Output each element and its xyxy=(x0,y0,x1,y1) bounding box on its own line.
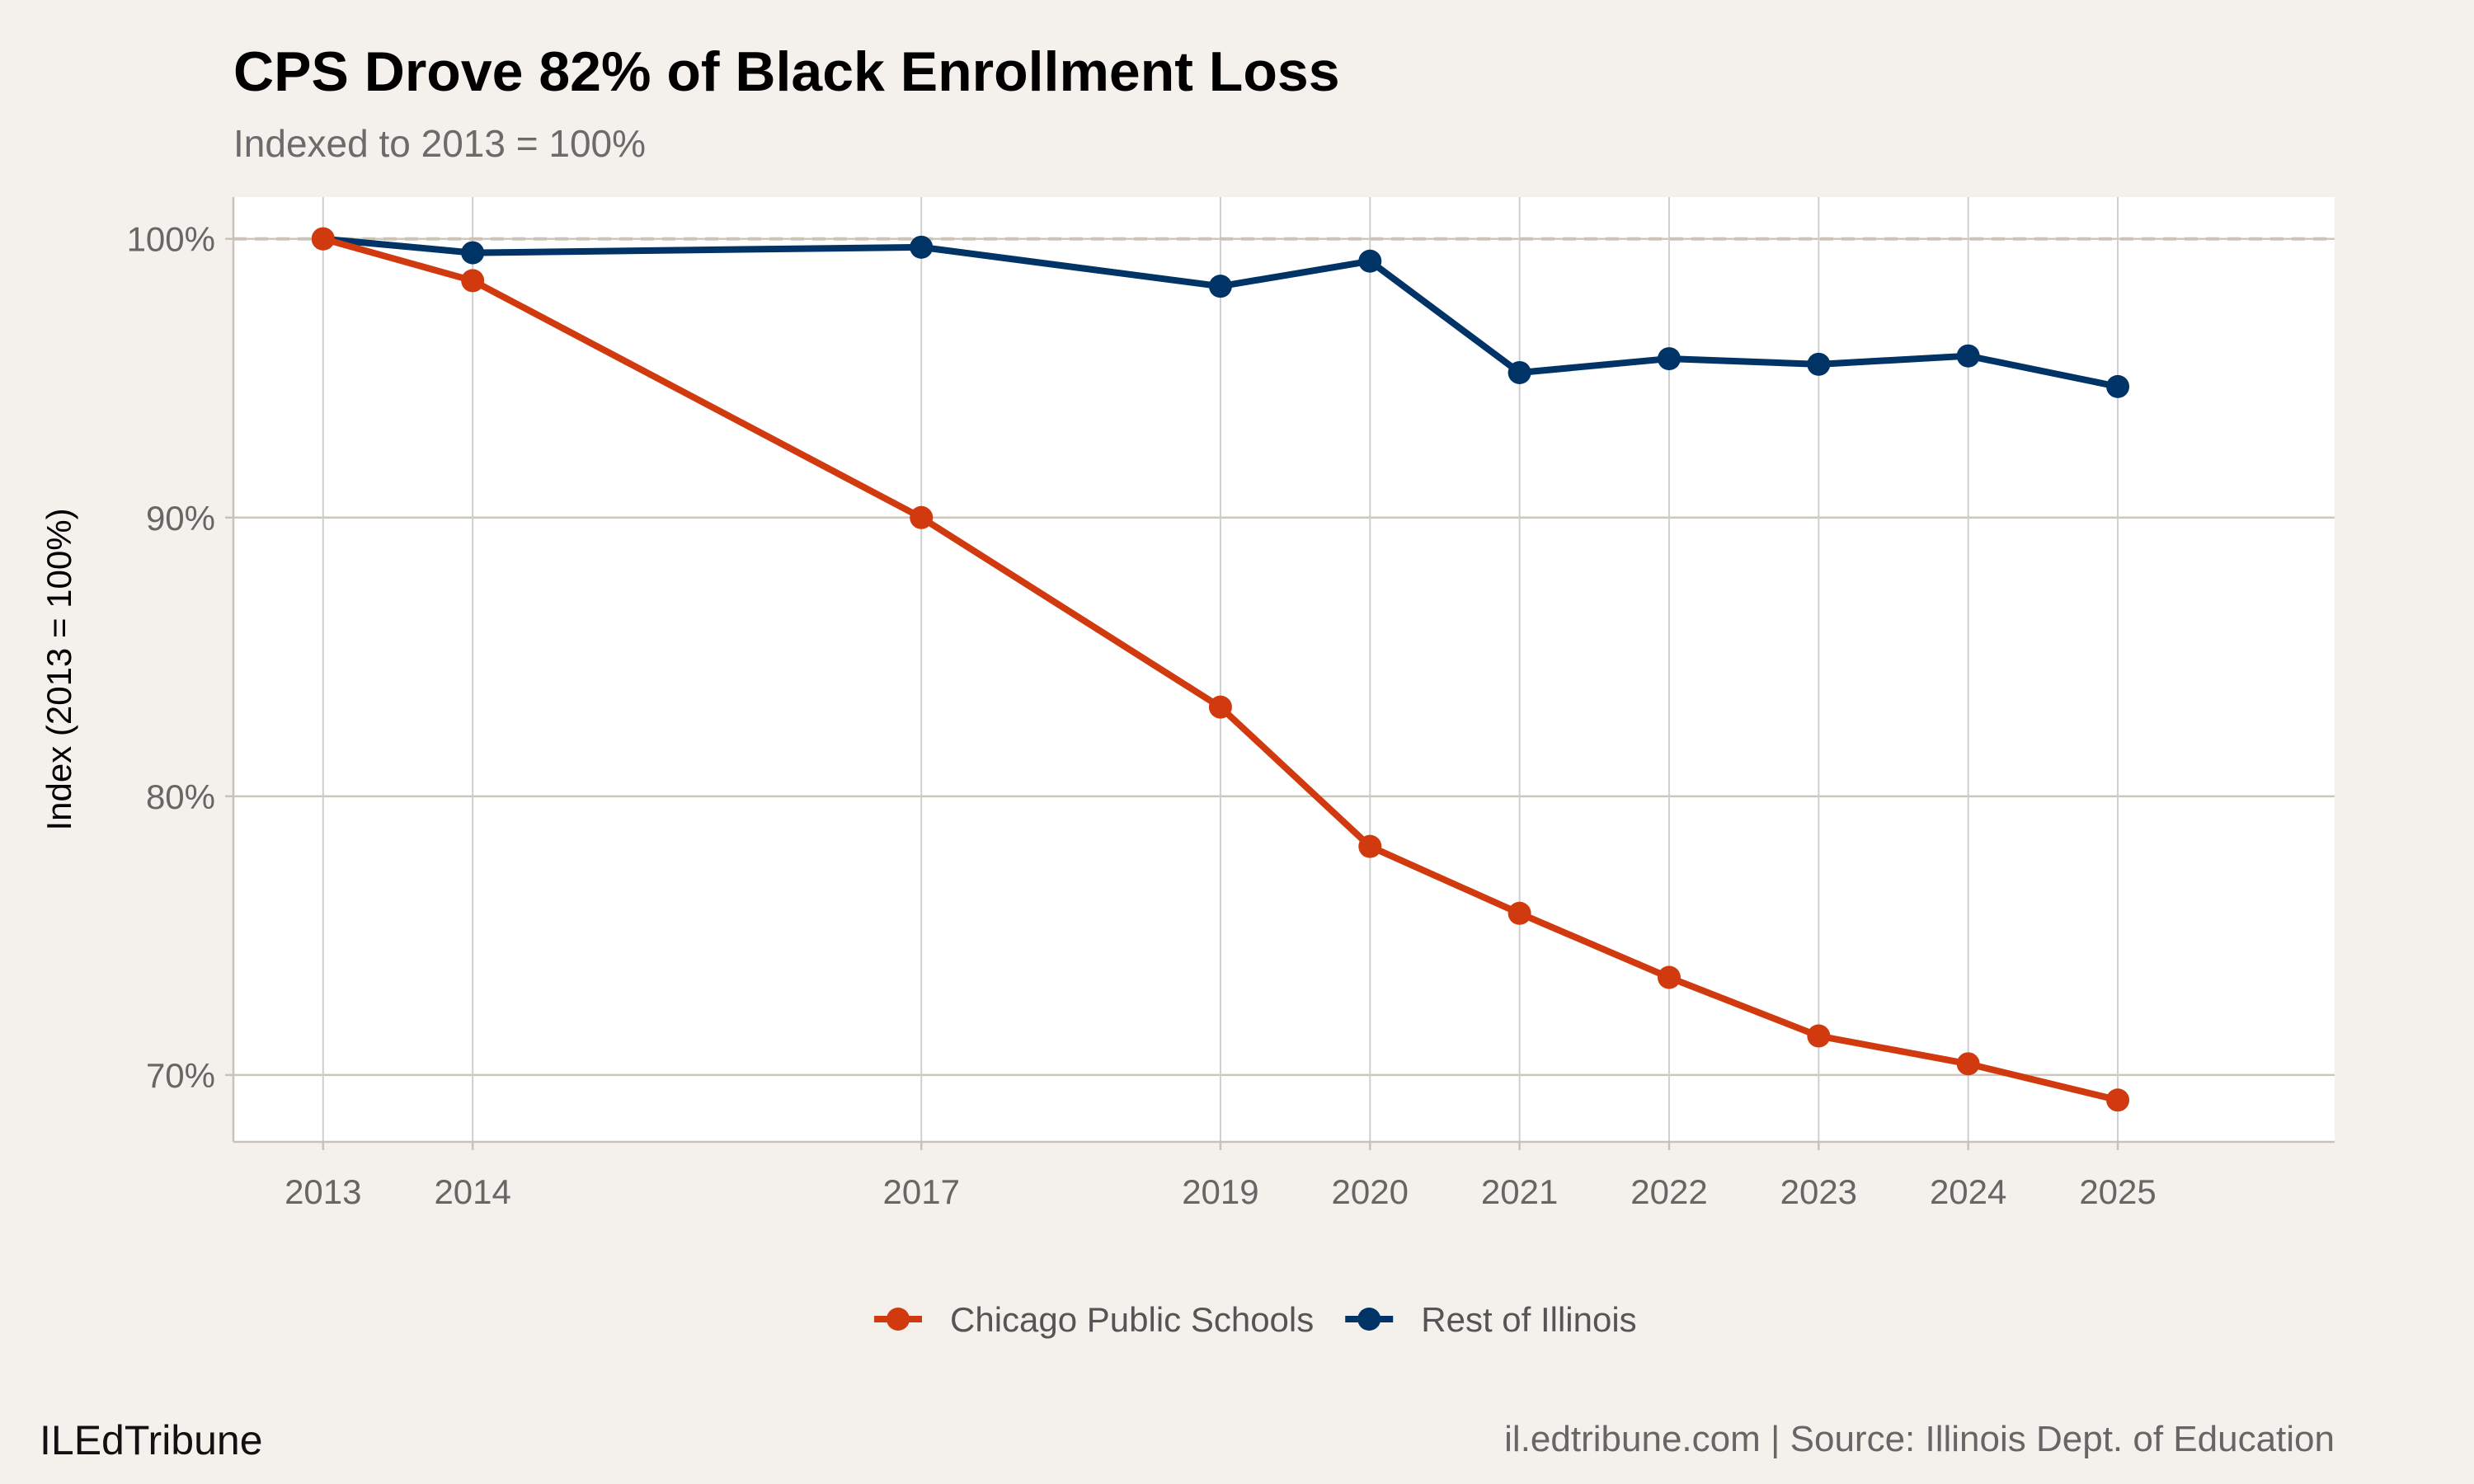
series-group xyxy=(311,227,2130,1112)
x-tick-label: 2025 xyxy=(2079,1172,2156,1211)
x-tick-label: 2024 xyxy=(1930,1172,2006,1211)
x-tick-label: 2020 xyxy=(1332,1172,1409,1211)
y-axis-label: Index (2013 = 100%) xyxy=(40,508,78,830)
legend: Chicago Public Schools Rest of Illinois xyxy=(874,1300,1637,1339)
legend-swatch-point xyxy=(1357,1308,1381,1331)
chart-title: CPS Drove 82% of Black Enrollment Loss xyxy=(233,40,1340,103)
source-label: il.edtribune.com | Source: Illinois Dept… xyxy=(1504,1419,2335,1459)
data-point xyxy=(1807,352,1831,376)
x-tick-label: 2017 xyxy=(883,1172,960,1211)
x-tick-label: 2014 xyxy=(434,1172,510,1211)
x-tick-label: 2019 xyxy=(1182,1172,1258,1211)
data-point xyxy=(1657,347,1681,371)
x-tick-label: 2022 xyxy=(1630,1172,1707,1211)
series-line xyxy=(322,235,2119,1104)
data-point xyxy=(1358,249,1382,273)
y-tick-label: 100% xyxy=(127,220,215,259)
data-point xyxy=(1208,275,1232,298)
y-tick-label: 70% xyxy=(146,1056,215,1095)
data-point xyxy=(1657,965,1681,989)
data-point xyxy=(2106,1088,2130,1112)
data-point xyxy=(1956,1052,1980,1076)
x-tick-label: 2023 xyxy=(1780,1172,1857,1211)
legend-label: Chicago Public Schools xyxy=(950,1300,1314,1339)
data-point xyxy=(1507,360,1531,384)
x-tick-label: 2021 xyxy=(1481,1172,1558,1211)
data-point xyxy=(910,505,934,529)
series-line xyxy=(322,235,2119,390)
data-point xyxy=(910,235,934,259)
data-point xyxy=(461,241,485,265)
data-point xyxy=(1507,901,1531,925)
data-point xyxy=(311,227,335,251)
chart-subtitle: Indexed to 2013 = 100% xyxy=(233,122,646,165)
brand-label: ILEdTribune xyxy=(40,1417,263,1463)
data-point xyxy=(1208,695,1232,719)
y-tick-label: 80% xyxy=(146,777,215,816)
data-point xyxy=(461,269,485,293)
y-tick-label: 90% xyxy=(146,499,215,538)
data-point xyxy=(1358,834,1382,858)
legend-swatch-point xyxy=(887,1308,910,1331)
axis-ticks: 70% 80% 90% 100% 2013 2014 2017 2019 2020 2021 202… xyxy=(127,197,2335,1211)
data-point xyxy=(2106,374,2130,398)
legend-label: Rest of Illinois xyxy=(1421,1300,1636,1339)
x-tick-label: 2013 xyxy=(285,1172,361,1211)
plot-panel xyxy=(233,197,2335,1142)
data-point xyxy=(1956,344,1980,368)
data-point xyxy=(1807,1024,1831,1048)
